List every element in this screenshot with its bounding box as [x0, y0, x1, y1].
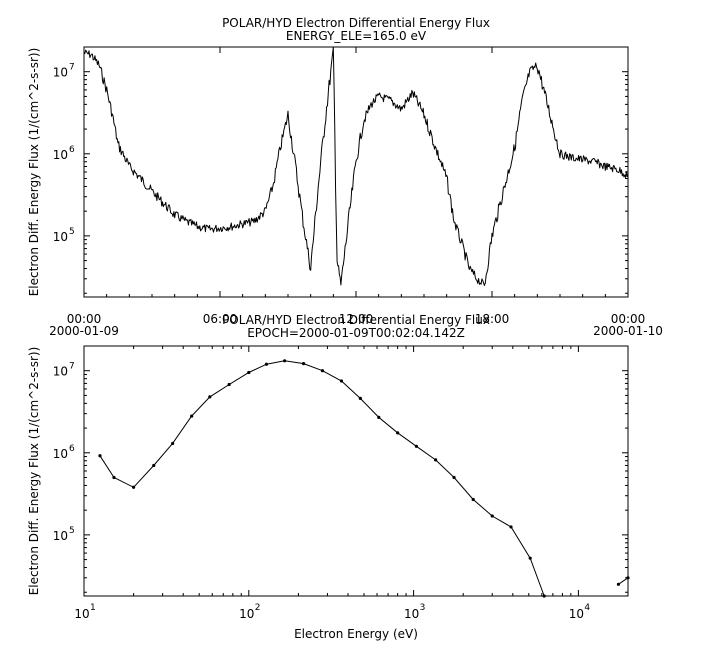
top-chart: POLAR/HYD Electron Differential Energy F… [27, 16, 663, 338]
bottom-data-point [247, 370, 251, 375]
bottom-data-point [490, 514, 494, 518]
top-y-tick-label: 10 [53, 66, 68, 80]
top-x-tick-label: 06:00 [203, 312, 238, 326]
bottom-data-point [320, 369, 325, 373]
bottom-data-point [227, 382, 231, 387]
bottom-data-point [434, 458, 438, 462]
top-plot-frame [83, 46, 629, 298]
bottom-data-point [414, 444, 419, 448]
top-x-tick-label: 00:00 [611, 312, 646, 326]
top-x-tick-label: 12:00 [339, 312, 374, 326]
bottom-y-tick-label: 10 [53, 529, 68, 543]
bottom-y-tick-exponent: 6 [69, 444, 75, 454]
bottom-data-point [190, 414, 194, 418]
bottom-data-point [171, 441, 175, 446]
top-y-tick-label: 10 [53, 230, 68, 244]
bottom-data-point [509, 525, 513, 529]
bottom-chart: POLAR/HYD Electron Differential Energy F… [27, 313, 630, 641]
top-y-tick-exponent: 6 [69, 145, 75, 155]
bottom-data-point [358, 396, 362, 400]
bottom-axes: 10 510 610 710 1 10 2 10 3 10 4 [53, 345, 629, 621]
bottom-data-point [528, 556, 532, 560]
bottom-x-tick-exponent: 2 [255, 603, 261, 613]
bottom-data-point [339, 379, 344, 383]
top-x-tick-label: 18:00 [475, 312, 510, 326]
bottom-data-point [112, 475, 116, 480]
bottom-y-tick-exponent: 7 [69, 362, 75, 372]
top-x-tick-date: 2000-01-09 [49, 324, 119, 338]
bottom-series-line [618, 577, 629, 585]
bottom-series [98, 359, 630, 598]
top-chart-subtitle: ENERGY_ELE=165.0 eV [286, 29, 427, 43]
bottom-data-point [542, 594, 546, 598]
top-y-tick-exponent: 7 [69, 63, 75, 73]
bottom-x-tick-label: 10 [239, 607, 254, 621]
bottom-data-point [452, 475, 456, 480]
bottom-data-point [264, 362, 269, 366]
top-y-axis-label: Electron Diff. Energy Flux (1/(cm^2-s-sr… [27, 48, 41, 297]
bottom-y-axis-label: Electron Diff. Energy Flux (1/(cm^2-s-sr… [27, 347, 41, 596]
bottom-data-point [626, 576, 630, 580]
bottom-data-point [98, 454, 102, 458]
bottom-data-point [152, 463, 156, 468]
bottom-x-tick-exponent: 1 [90, 603, 96, 613]
top-chart-title: POLAR/HYD Electron Differential Energy F… [222, 16, 490, 30]
bottom-plot-frame [83, 345, 629, 597]
bottom-x-tick-label: 10 [404, 607, 419, 621]
bottom-x-tick-label: 10 [569, 607, 584, 621]
bottom-x-tick-exponent: 3 [420, 603, 426, 613]
bottom-chart-subtitle: EPOCH=2000-01-09T00:02:04.142Z [247, 326, 465, 340]
bottom-data-point [377, 415, 381, 419]
top-x-tick-label: 00:00 [67, 312, 102, 326]
bottom-data-point [396, 431, 400, 435]
bottom-y-tick-exponent: 5 [69, 526, 75, 536]
top-series-line [83, 46, 628, 286]
bottom-data-point [132, 485, 136, 489]
bottom-data-point [471, 497, 475, 502]
bottom-y-tick-label: 10 [53, 365, 68, 379]
bottom-x-axis-label: Electron Energy (eV) [294, 627, 418, 641]
bottom-data-point [616, 582, 621, 586]
bottom-y-tick-label: 10 [53, 447, 68, 461]
bottom-x-tick-exponent: 4 [584, 603, 590, 613]
bottom-data-point [301, 362, 306, 366]
bottom-data-point [283, 359, 287, 363]
top-y-tick-exponent: 5 [69, 227, 75, 237]
bottom-chart-title: POLAR/HYD Electron Differential Energy F… [222, 313, 490, 327]
bottom-series-line [99, 360, 545, 597]
bottom-data-point [208, 395, 212, 399]
top-x-tick-date: 2000-01-10 [593, 324, 663, 338]
top-y-tick-label: 10 [53, 148, 68, 162]
bottom-x-tick-label: 10 [74, 607, 89, 621]
